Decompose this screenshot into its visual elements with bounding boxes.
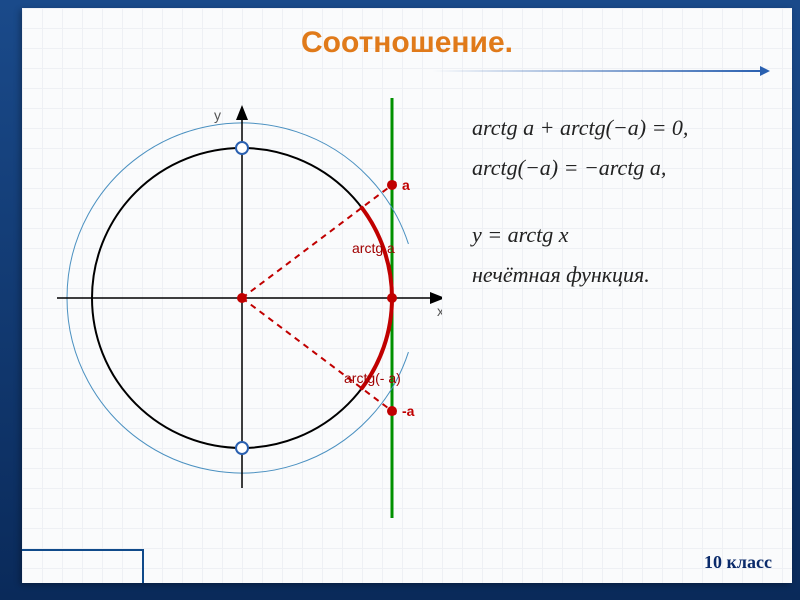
grade-label: 10 класс <box>704 552 772 573</box>
formula-line-4: нечётная функция. <box>472 255 782 295</box>
page-title: Соотношение. <box>22 26 792 60</box>
svg-text:a: a <box>402 177 410 193</box>
formula-line-3: y = arctg x <box>472 215 782 255</box>
unit-circle-diagram: x y a -a arctg a arctg(- a) <box>42 98 442 518</box>
svg-text:arctg a: arctg a <box>352 240 395 256</box>
slide-page: Соотношение. x y a -a arctg a arctg(- a) arct… <box>22 8 792 583</box>
diagram-svg: x y a -a arctg a arctg(- a) <box>42 98 442 518</box>
svg-text:-a: -a <box>402 403 415 419</box>
slide-frame: Соотношение. x y a -a arctg a arctg(- a) arct… <box>0 0 800 600</box>
decorative-arrow <box>432 70 762 72</box>
formula-line-1: arctg a + arctg(−a) = 0, <box>472 108 782 148</box>
formula-line-2: arctg(−a) = −arctg a, <box>472 148 782 188</box>
formula-block: arctg a + arctg(−a) = 0, arctg(−a) = −ar… <box>472 108 782 294</box>
corner-accent <box>22 549 144 583</box>
svg-text:x: x <box>437 303 442 319</box>
svg-text:arctg(- a): arctg(- a) <box>344 370 401 386</box>
svg-text:y: y <box>214 107 221 123</box>
